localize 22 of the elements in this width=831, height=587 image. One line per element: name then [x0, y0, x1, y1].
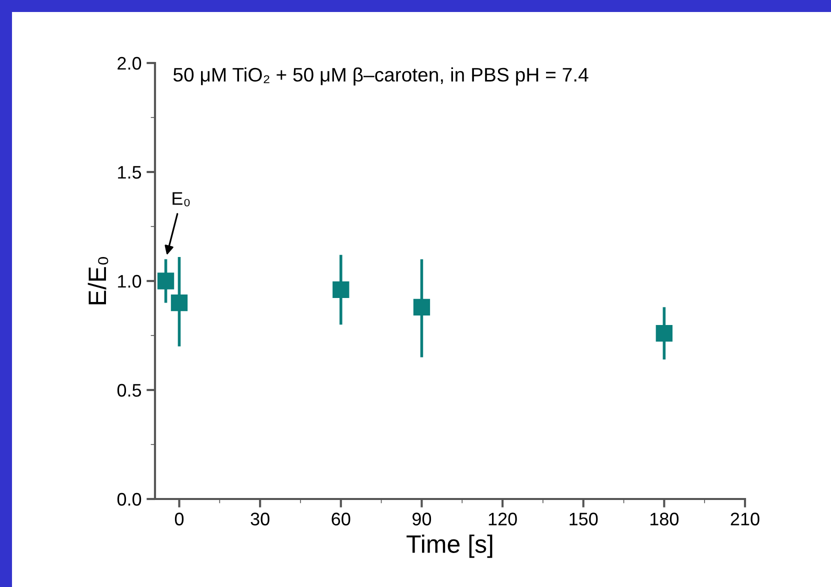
y-tick-label: 0.0: [117, 492, 142, 506]
x-tick-label: 180: [650, 512, 679, 526]
point: [656, 324, 673, 342]
y-tick-label: 2.0: [118, 56, 142, 70]
annotation: E₀: [172, 192, 190, 206]
x-tick-label: 90: [412, 512, 432, 526]
x-axis-title: Time [s]: [406, 534, 492, 558]
y-tick-label: 1.5: [118, 166, 142, 179]
x-tick-label: 0: [174, 512, 184, 526]
x-tick-label: 120: [488, 512, 517, 526]
x-tick-label: 210: [730, 512, 760, 526]
x-tick-label: 150: [570, 512, 598, 526]
y-axis-title: E/E₀: [88, 257, 108, 304]
point: [157, 272, 174, 290]
y-tick-label: 1.0: [118, 274, 142, 288]
point: [170, 294, 188, 312]
annotation: 50 μM TiO₂ + 50 μM β–caroten, in PBS pH = 7.4: [173, 67, 588, 86]
x-tick-label: 60: [332, 512, 350, 526]
point: [413, 298, 430, 316]
x-tick-label: 30: [250, 512, 270, 526]
point: [332, 281, 350, 298]
y-tick-label: 0.5: [117, 384, 142, 397]
